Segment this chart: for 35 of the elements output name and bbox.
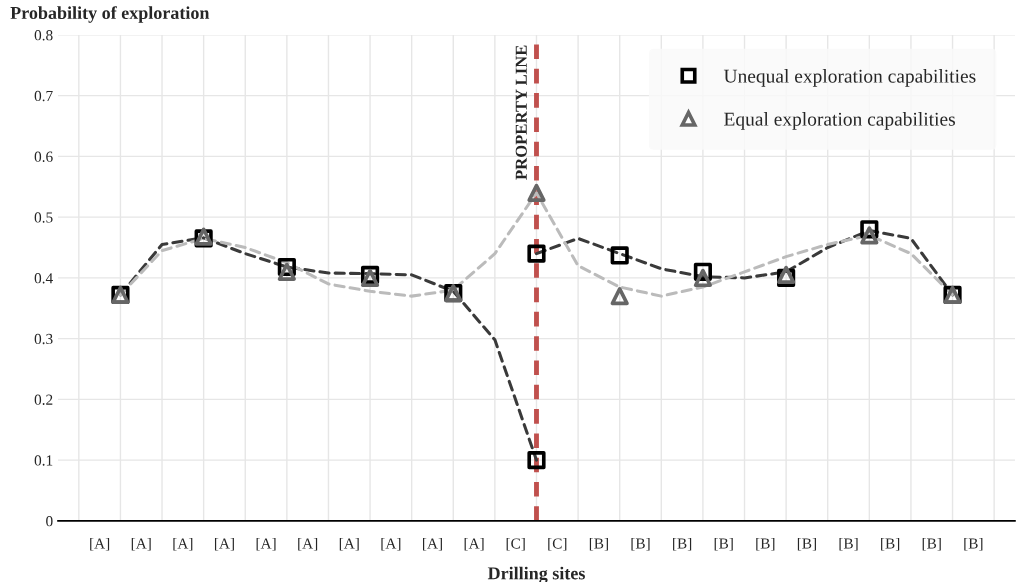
y-tick-label: 0.6 [34, 151, 53, 162]
text: [B] [756, 537, 775, 551]
legend-label: Unequal exploration capabilities [723, 69, 976, 87]
text: [B] [922, 537, 941, 551]
text: [B] [589, 537, 608, 551]
y-tick-label: 0.1 [34, 455, 53, 466]
y-tick-label: 0.3 [34, 333, 53, 345]
annotation: PROPERTY LINE [515, 45, 527, 180]
y-tick-label: 0.8 [34, 30, 53, 41]
text: [C] [548, 537, 567, 551]
text: [A] [381, 537, 401, 551]
y-tick-label: 0.2 [34, 394, 53, 405]
y-tick-label: 0.7 [34, 90, 53, 102]
text: [B] [631, 537, 650, 551]
y-tick-label: 0 [46, 516, 53, 527]
legend-label: Equal exploration capabilities [724, 112, 955, 130]
text: [A] [131, 537, 151, 551]
text: [A] [339, 537, 359, 551]
text: [B] [714, 537, 733, 551]
y-tick-label: 0.4 [34, 273, 53, 284]
text: [B] [839, 537, 858, 551]
y-axis-title: Probability of exploration [10, 6, 210, 23]
text: [B] [964, 537, 983, 551]
text: [A] [298, 537, 318, 551]
text: [A] [423, 537, 442, 551]
text: [B] [673, 537, 692, 551]
text: [A] [256, 537, 276, 551]
text: [A] [464, 537, 484, 551]
text: [C] [506, 537, 525, 551]
text: [B] [797, 537, 816, 551]
y-tick-label: 0.5 [34, 212, 53, 223]
text: [A] [173, 537, 193, 551]
text: [B] [881, 537, 900, 551]
text: [A] [90, 537, 110, 551]
text: [A] [214, 537, 234, 551]
